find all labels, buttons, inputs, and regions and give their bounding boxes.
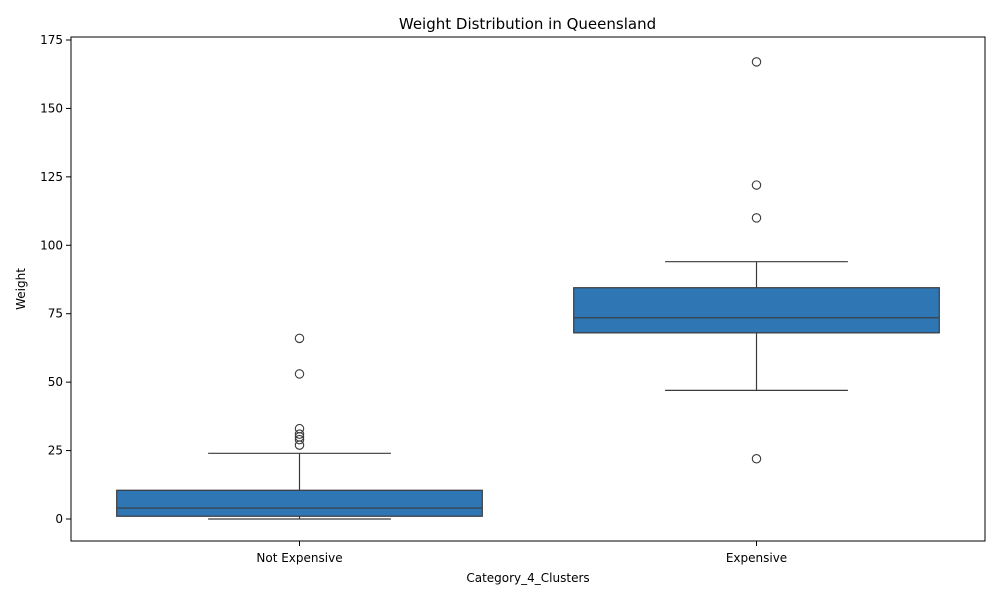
box-iqr (116, 489, 483, 517)
outlier-point (751, 57, 762, 67)
x-tick-label: Expensive (726, 551, 787, 565)
outlier-point (751, 454, 762, 464)
y-tick-label: 100 (40, 238, 63, 252)
y-axis-label: Weight (14, 268, 28, 310)
plot-area: 0 25 50 75 100 125 150 175 Not Expensive Expensiv… (40, 33, 940, 565)
outlier-point (294, 333, 305, 344)
box-iqr (573, 287, 940, 334)
x-tick-label: Not Expensive (256, 551, 342, 565)
outlier-point (294, 434, 305, 445)
y-tick-label: 175 (40, 33, 63, 47)
y-tick-label: 50 (48, 375, 63, 389)
outlier-point (294, 423, 305, 434)
outlier-point (751, 213, 762, 223)
y-tick-label: 75 (48, 307, 63, 321)
outlier-point (294, 429, 305, 439)
plot-frame (70, 36, 986, 542)
y-tick-label: 0 (55, 512, 63, 526)
x-axis-label: Category_4_Clusters (466, 571, 589, 585)
outlier-point (294, 369, 305, 379)
y-tick-label: 150 (40, 101, 63, 115)
outlier-point (751, 180, 762, 190)
chart-title: Weight Distribution in Queensland (399, 15, 656, 33)
y-tick-label: 25 (48, 444, 63, 458)
y-tick-label: 125 (40, 170, 63, 184)
